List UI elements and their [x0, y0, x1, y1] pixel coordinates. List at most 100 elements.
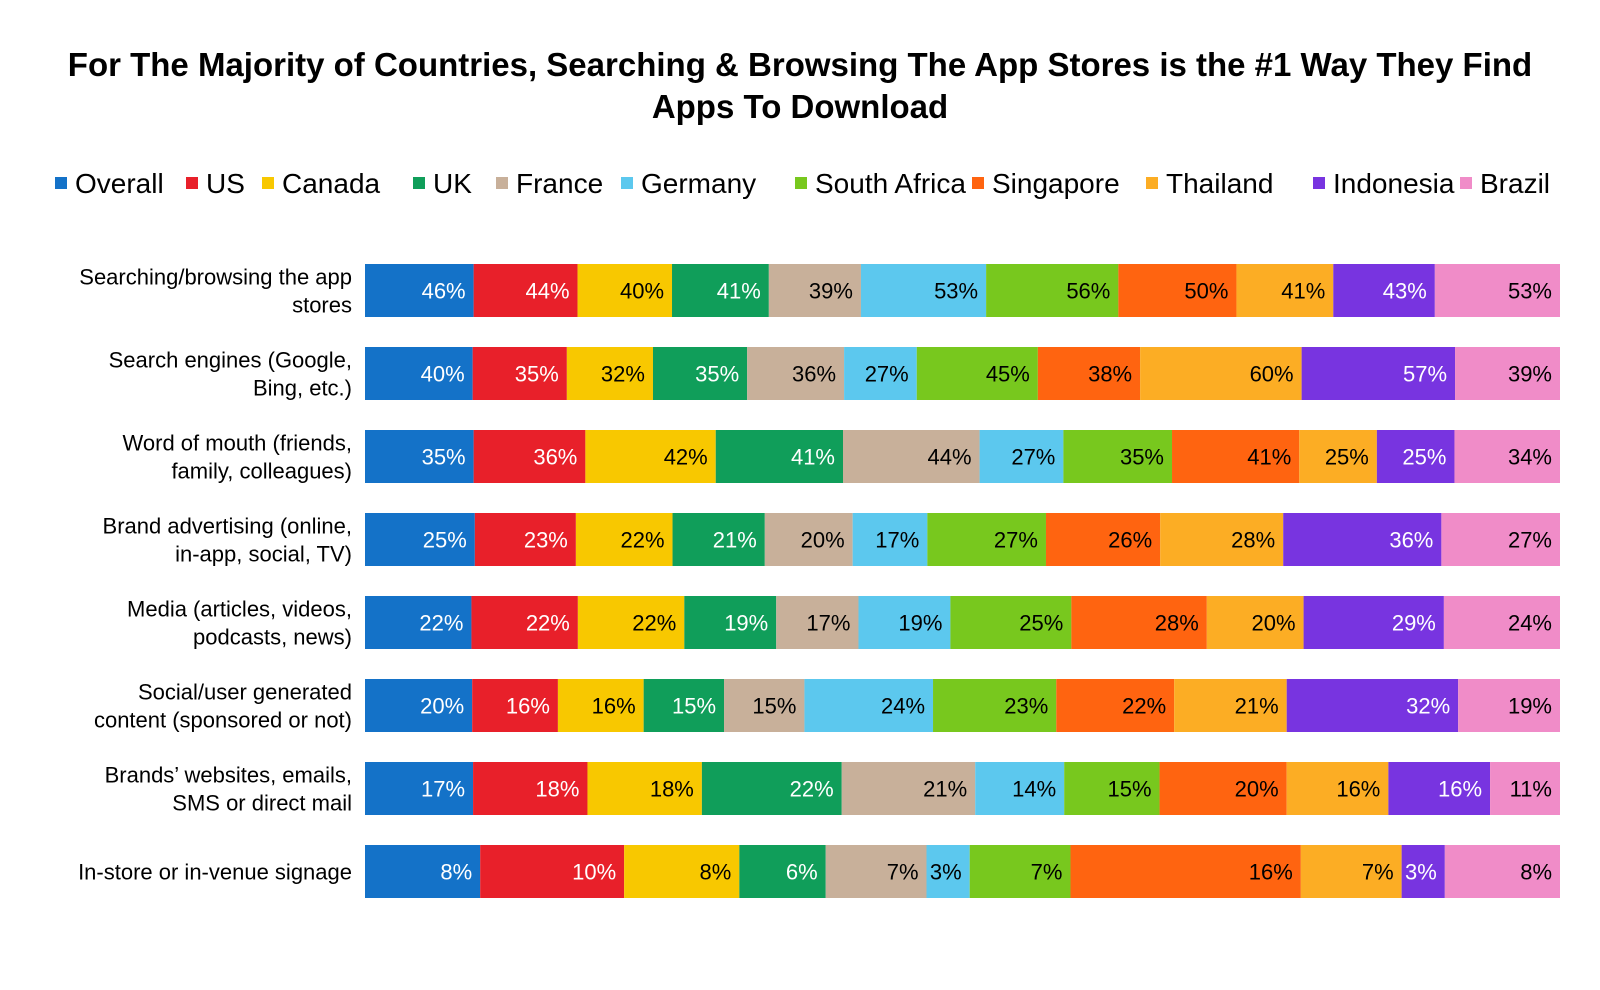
bar-segment-singapore: [1159, 762, 1287, 815]
value-label-canada: 22%: [620, 528, 664, 553]
bar-segment-canada: [577, 596, 685, 649]
bar-segment-indonesia: [1286, 679, 1459, 732]
value-label-uk: 22%: [790, 777, 834, 802]
bar-segment-overall: [365, 679, 473, 732]
value-label-brazil: 19%: [1508, 694, 1552, 719]
value-label-singapore: 22%: [1122, 694, 1166, 719]
value-label-overall: 35%: [422, 445, 466, 470]
value-label-uk: 41%: [717, 279, 761, 304]
value-label-overall: 46%: [422, 279, 466, 304]
value-label-brazil: 11%: [1510, 777, 1552, 802]
value-label-thailand: 25%: [1325, 445, 1369, 470]
bar-segment-canada: [587, 762, 702, 815]
value-label-canada: 40%: [620, 279, 664, 304]
bar-segment-france: [764, 513, 853, 566]
bar-segment-france: [724, 679, 805, 732]
legend-label-thailand: Thailand: [1166, 168, 1273, 199]
value-label-indonesia: 57%: [1403, 362, 1447, 387]
bar-segment-germany: [844, 347, 917, 400]
bar-segment-south-africa: [1063, 430, 1173, 483]
bar-segment-indonesia: [1333, 264, 1435, 317]
value-label-brazil: 39%: [1508, 362, 1552, 387]
bar-segment-brazil: [1434, 264, 1560, 317]
bars: [365, 264, 1560, 898]
legend-swatch-indonesia: [1313, 177, 1325, 189]
bar-segment-us: [474, 513, 576, 566]
value-label-germany: 27%: [1011, 445, 1055, 470]
value-label-singapore: 20%: [1235, 777, 1279, 802]
bar-segment-germany: [979, 430, 1064, 483]
value-label-brazil: 27%: [1508, 528, 1552, 553]
legend-swatch-germany: [621, 177, 633, 189]
legend-swatch-brazil: [1460, 177, 1472, 189]
bar-segment-singapore: [1071, 596, 1207, 649]
bar-segment-south-africa: [1064, 762, 1160, 815]
legend: Overall US Canada UK France Germany South Afri…: [55, 168, 1550, 199]
value-label-us: 10%: [572, 860, 616, 885]
legend-label-overall: Overall: [75, 168, 164, 199]
bar-segment-south-africa: [969, 845, 1071, 898]
value-label-south-africa: 15%: [1108, 777, 1152, 802]
value-label-france: 44%: [928, 445, 972, 470]
value-label-france: 39%: [809, 279, 853, 304]
category-label: In-store or in-venue signage: [78, 860, 352, 885]
bar-segment-germany: [804, 679, 934, 732]
value-label-canada: 16%: [592, 694, 636, 719]
bar-segment-thailand: [1206, 596, 1304, 649]
value-label-indonesia: 36%: [1389, 528, 1433, 553]
bar-segment-brazil: [1443, 596, 1560, 649]
category-label: Social/user generated content (sponsored …: [94, 680, 352, 733]
bar-segment-thailand: [1299, 430, 1377, 483]
bar-segment-indonesia: [1388, 762, 1491, 815]
value-label-thailand: 16%: [1336, 777, 1380, 802]
bar-segment-indonesia: [1303, 596, 1444, 649]
bar-segment-south-africa: [933, 679, 1057, 732]
value-label-indonesia: 3%: [1405, 860, 1437, 885]
value-label-singapore: 26%: [1108, 528, 1152, 553]
bar-segment-brazil: [1444, 845, 1560, 898]
value-label-overall: 40%: [421, 362, 465, 387]
bar-segment-uk: [715, 430, 843, 483]
bar-segment-singapore: [1037, 347, 1141, 400]
value-label-thailand: 41%: [1281, 279, 1325, 304]
bar-segment-thailand: [1300, 845, 1402, 898]
value-label-south-africa: 56%: [1066, 279, 1110, 304]
bar-segment-uk: [701, 762, 842, 815]
bar-segment-us: [480, 845, 625, 898]
value-label-germany: 24%: [881, 694, 925, 719]
bar-segment-singapore: [1118, 264, 1237, 317]
bar-segment-south-africa: [950, 596, 1072, 649]
value-label-indonesia: 16%: [1438, 777, 1482, 802]
value-label-germany: 3%: [930, 860, 962, 885]
value-label-canada: 8%: [700, 860, 732, 885]
value-label-overall: 22%: [419, 611, 463, 636]
category-label: Brand advertising (online, in-app, social…: [103, 514, 352, 567]
value-label-us: 44%: [526, 279, 570, 304]
value-label-canada: 18%: [650, 777, 694, 802]
value-label-uk: 6%: [786, 860, 818, 885]
bar-segment-singapore: [1056, 679, 1175, 732]
bar-segment-south-africa: [916, 347, 1038, 400]
value-label-france: 36%: [792, 362, 836, 387]
value-label-thailand: 7%: [1362, 860, 1394, 885]
value-label-indonesia: 32%: [1406, 694, 1450, 719]
legend-label-indonesia: Indonesia: [1333, 168, 1455, 199]
value-label-indonesia: 29%: [1392, 611, 1436, 636]
value-label-south-africa: 27%: [994, 528, 1038, 553]
bar-segment-us: [473, 430, 586, 483]
bar-segment-singapore: [1070, 845, 1301, 898]
value-label-canada: 32%: [601, 362, 645, 387]
bar-segment-thailand: [1286, 762, 1389, 815]
legend-swatch-thailand: [1146, 177, 1158, 189]
bar-segment-brazil: [1454, 430, 1560, 483]
bar-segment-france: [776, 596, 859, 649]
value-label-thailand: 60%: [1250, 362, 1294, 387]
bar-segment-germany: [852, 513, 928, 566]
bar-segment-canada: [585, 430, 716, 483]
bar-segment-france: [747, 347, 845, 400]
bar-segment-us: [472, 679, 558, 732]
legend-label-france: France: [516, 168, 603, 199]
value-label-germany: 14%: [1012, 777, 1056, 802]
value-label-overall: 8%: [440, 860, 472, 885]
